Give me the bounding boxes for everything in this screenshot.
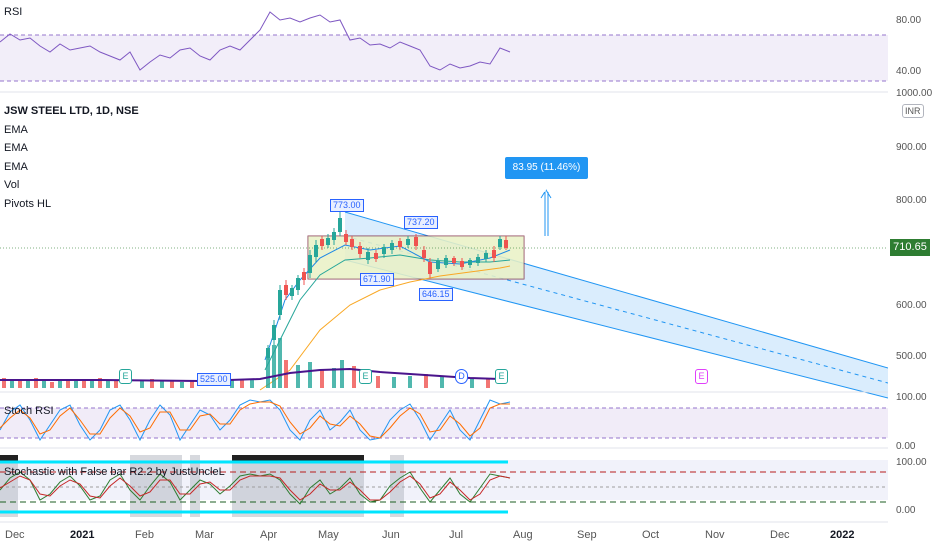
currency-badge[interactable]: INR	[902, 104, 924, 118]
stochastic-scale[interactable]: 100.00 0.00	[888, 448, 932, 522]
stochastic-title: Stochastic with False bar R2.2 by JustUn…	[4, 466, 225, 478]
price-tick: 1000.00	[896, 88, 932, 99]
time-label: Jul	[449, 529, 464, 541]
time-label: Feb	[135, 529, 154, 541]
price-tick: 900.00	[896, 142, 927, 153]
price-tick: 600.00	[896, 300, 927, 311]
earnings-marker[interactable]: E	[495, 369, 508, 384]
indicator-pivots[interactable]: Pivots HL	[4, 197, 52, 210]
earnings-marker[interactable]: E	[359, 369, 372, 384]
time-label: Oct	[642, 529, 660, 541]
stoch-k	[0, 471, 511, 505]
stochastic-tick: 0.00	[896, 505, 916, 516]
stoch-rsi-tick: 100.00	[896, 392, 927, 403]
price-tick: 800.00	[896, 195, 927, 206]
time-label: 2021	[70, 529, 95, 541]
time-label: Jun	[382, 529, 400, 541]
stochastic-tick: 100.00	[896, 457, 927, 468]
pivot-high-label: 773.00	[330, 199, 364, 212]
stoch-d	[0, 475, 511, 501]
measure-label[interactable]: 83.95 (11.46%) 1679	[505, 157, 588, 195]
rsi-tick: 80.00	[896, 15, 922, 26]
indicator-ema-1[interactable]: EMA	[4, 123, 28, 136]
time-label: Dec	[5, 529, 25, 541]
symbol-title[interactable]: JSW STEEL LTD, 1D, NSE	[4, 105, 139, 117]
stoch-rsi-scale[interactable]: 100.00 0.00	[888, 392, 932, 452]
indicator-ema-2[interactable]: EMA	[4, 142, 28, 154]
price-tick: 500.00	[896, 351, 927, 362]
indicator-vol[interactable]: Vol	[4, 179, 20, 191]
pivot-low-label: 671.90	[360, 273, 394, 286]
chart-canvas[interactable]	[0, 0, 888, 528]
pivot-high-label: 737.20	[404, 216, 438, 229]
main-legend: JSW STEEL LTD, 1D, NSE EMA EMA EMA Vol P…	[4, 102, 139, 213]
ema-slow	[259, 265, 511, 391]
rsi-title: RSI	[4, 6, 23, 18]
stoch-rsi-d	[0, 401, 510, 439]
volume-ma	[0, 367, 501, 383]
stoch-rsi-band	[0, 408, 888, 438]
stoch-rsi-title: Stoch RSI	[4, 405, 54, 417]
time-label: Apr	[260, 529, 278, 541]
last-price-label: 710.65	[890, 239, 930, 256]
rsi-scale[interactable]: 80.00 40.00	[888, 0, 932, 92]
time-label: Aug	[513, 529, 533, 541]
time-label: 2022	[830, 529, 855, 541]
time-label: Nov	[705, 529, 725, 541]
stoch-rsi-k	[0, 399, 511, 442]
pivot-low-label: 525.00	[197, 373, 231, 386]
earnings-marker[interactable]: E	[119, 369, 132, 384]
time-label: Sep	[577, 529, 597, 541]
dividend-marker[interactable]: D	[455, 369, 468, 384]
indicator-ema-3[interactable]: EMA	[4, 160, 28, 173]
rsi-tick: 40.00	[896, 66, 922, 77]
candles	[266, 212, 508, 360]
time-label: May	[318, 529, 339, 541]
price-scale[interactable]: 1000.00 900.00 800.00 600.00 500.00	[888, 88, 932, 392]
stoch-rsi-tick: 0.00	[896, 441, 916, 452]
earnings-marker-future[interactable]: E	[695, 369, 708, 384]
time-label: Mar	[195, 529, 214, 541]
rsi-band	[0, 35, 888, 81]
pivot-low-label: 646.15	[419, 288, 453, 301]
rsi-line	[0, 11, 511, 71]
time-label: Dec	[770, 529, 790, 541]
